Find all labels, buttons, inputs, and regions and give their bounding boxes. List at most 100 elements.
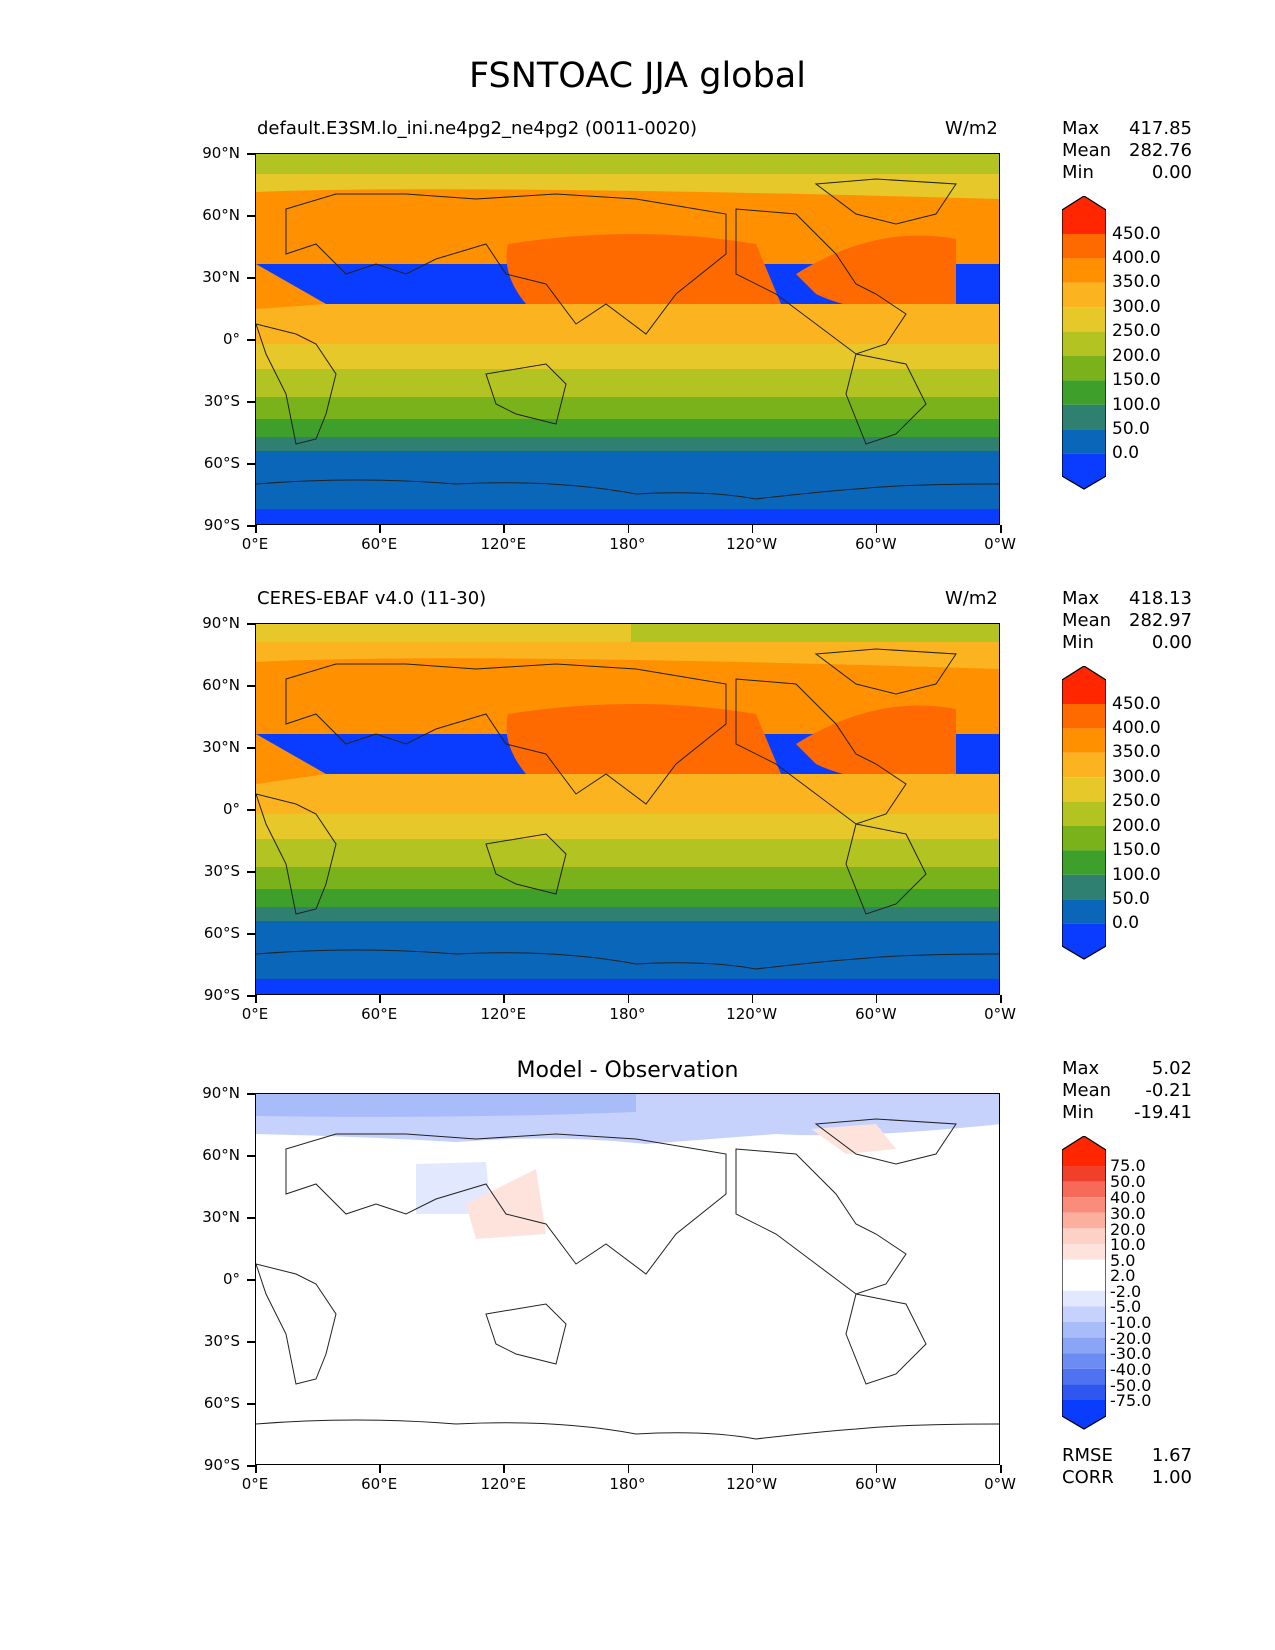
colorbar-label: 0.0 (1112, 913, 1140, 933)
colorbar-label: 75.0 (1110, 1156, 1146, 1175)
units-label: W/m2 (945, 118, 998, 139)
colorbar-label: -30.0 (1110, 1344, 1152, 1363)
lon-tick-mark (379, 1465, 381, 1473)
lat-tick-mark (247, 153, 255, 155)
colorbar-label: 250.0 (1112, 791, 1161, 811)
lat-tick-mark (247, 809, 255, 811)
mean-value: 282.97 (1129, 610, 1192, 631)
lat-tick-label: 30°S (203, 862, 240, 880)
colorbar-label: 300.0 (1112, 767, 1161, 787)
lat-tick-mark (247, 1341, 255, 1343)
lon-tick-mark (503, 525, 505, 533)
lon-tick-label: 180° (609, 1475, 646, 1493)
colorbar-label: 400.0 (1112, 248, 1161, 268)
lat-tick-mark (247, 339, 255, 341)
colorbar-label: 100.0 (1112, 395, 1161, 415)
stats-box: Max 417.85 Mean 282.76 Min 0.00 (1062, 118, 1192, 184)
lon-tick-mark (255, 1465, 257, 1473)
lat-tick-label: 0° (222, 800, 240, 818)
max-value: 418.13 (1129, 588, 1192, 609)
lat-tick-mark (247, 463, 255, 465)
mean-label: Mean (1062, 140, 1112, 161)
lon-tick-label: 0°E (241, 535, 269, 553)
mean-label: Mean (1062, 1080, 1112, 1101)
lon-tick-mark (255, 995, 257, 1003)
colorbar-label: 100.0 (1112, 865, 1161, 885)
lon-tick-mark (379, 995, 381, 1003)
rmse-label: RMSE (1062, 1445, 1113, 1466)
lon-tick-mark (1000, 525, 1002, 533)
mean-label: Mean (1062, 610, 1112, 631)
colorbar-label: 200.0 (1112, 816, 1161, 836)
lat-tick-label: 90°N (202, 614, 240, 632)
mean-value: -0.21 (1145, 1080, 1192, 1101)
units-label: W/m2 (945, 588, 998, 609)
lat-tick-mark (247, 215, 255, 217)
lat-tick-mark (247, 1155, 255, 1157)
lon-tick-mark (503, 1465, 505, 1473)
figure-title: FSNTOAC JJA global (469, 56, 806, 96)
min-value: 0.00 (1151, 162, 1192, 183)
colorbar-label: 450.0 (1112, 694, 1161, 714)
lon-tick-label: 60°W (855, 1475, 897, 1493)
min-label: Min (1062, 1102, 1094, 1123)
lon-tick-label: 120°W (726, 1475, 778, 1493)
lat-tick-mark (247, 747, 255, 749)
lat-tick-label: 30°N (202, 268, 240, 286)
max-label: Max (1062, 118, 1100, 139)
min-value: 0.00 (1151, 632, 1192, 653)
colorbar-label: -5.0 (1110, 1297, 1142, 1316)
lon-tick-label: 0°E (241, 1475, 269, 1493)
lon-tick-mark (875, 525, 878, 533)
colorbar-label: 10.0 (1110, 1235, 1146, 1254)
colorbar-label: 200.0 (1112, 346, 1161, 366)
lon-tick-mark (627, 525, 629, 533)
contour-field (256, 154, 999, 524)
lat-tick-label: 90°S (203, 516, 240, 534)
lat-tick-mark (247, 933, 255, 935)
colorbar-label: -2.0 (1110, 1282, 1142, 1301)
lon-tick-label: 120°W (726, 535, 778, 553)
panel-title: default.E3SM.lo_ini.ne4pg2_ne4pg2 (0011-… (257, 118, 698, 139)
lat-tick-mark (247, 1279, 255, 1281)
mean-value: 282.76 (1129, 140, 1192, 161)
stats-box: Max 5.02 Mean -0.21 Min -19.41 (1062, 1058, 1192, 1124)
lon-tick-label: 0°W (984, 1005, 1016, 1023)
lon-tick-label: 0°W (984, 1475, 1016, 1493)
lon-tick-mark (627, 1465, 629, 1473)
corr-label: CORR (1062, 1467, 1114, 1488)
colorbar-label: 150.0 (1112, 840, 1161, 860)
max-label: Max (1062, 1058, 1100, 1079)
min-label: Min (1062, 632, 1094, 653)
colorbar-label: 5.0 (1110, 1251, 1136, 1270)
lat-tick-label: 30°S (203, 1332, 240, 1350)
max-label: Max (1062, 588, 1100, 609)
lat-tick-mark (247, 1403, 255, 1405)
lon-tick-label: 120°E (480, 535, 527, 553)
stats-box: Max 418.13 Mean 282.97 Min 0.00 (1062, 588, 1192, 654)
corr-value: 1.00 (1151, 1467, 1192, 1488)
panel-title: Model - Observation (516, 1058, 739, 1083)
colorbar-label: 40.0 (1110, 1188, 1146, 1207)
lon-tick-mark (751, 1465, 754, 1473)
lon-tick-label: 60°E (361, 1005, 398, 1023)
lat-tick-mark (247, 1465, 255, 1467)
lat-tick-label: 0° (222, 330, 240, 348)
lon-tick-label: 0°E (241, 1005, 269, 1023)
lat-tick-label: 30°N (202, 738, 240, 756)
lon-tick-label: 120°E (480, 1475, 527, 1493)
lat-tick-mark (247, 1093, 255, 1095)
lat-tick-mark (247, 1217, 255, 1219)
lon-tick-label: 60°E (361, 1475, 398, 1493)
lat-tick-mark (247, 525, 255, 527)
colorbar-label: 400.0 (1112, 718, 1161, 738)
colorbar-label: 50.0 (1112, 419, 1150, 439)
colorbar-label: 2.0 (1110, 1266, 1136, 1285)
lon-tick-mark (627, 995, 629, 1003)
lat-tick-label: 60°S (203, 454, 240, 472)
lat-tick-label: 90°S (203, 1456, 240, 1474)
lat-tick-label: 90°N (202, 144, 240, 162)
contour-field (256, 624, 999, 994)
lon-tick-mark (751, 525, 754, 533)
skill-scores: RMSE 1.67 CORR 1.00 (1062, 1445, 1192, 1489)
